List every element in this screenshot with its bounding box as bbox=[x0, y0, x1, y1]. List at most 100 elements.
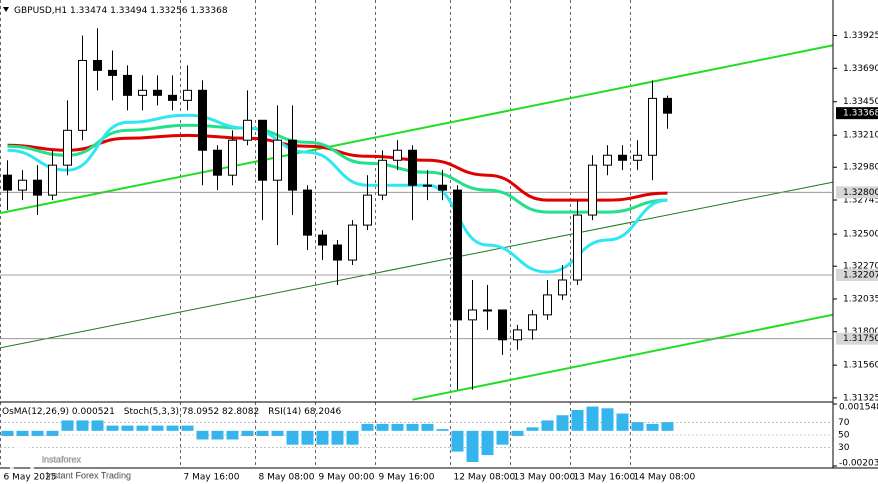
candle-body bbox=[633, 154, 642, 161]
x-tick-label: 6 May 2025 bbox=[4, 473, 57, 483]
candle-body bbox=[378, 159, 387, 196]
oscillator-bar bbox=[616, 413, 629, 431]
oscillator-bar bbox=[286, 430, 299, 445]
oscillator-bar bbox=[421, 423, 434, 431]
x-tick-label: 13 May 16:00 bbox=[574, 473, 636, 483]
oscillator-bar bbox=[541, 420, 554, 431]
y-tick-label: 1.33450 bbox=[843, 97, 878, 107]
candle-body bbox=[33, 179, 42, 196]
candle-body bbox=[63, 129, 72, 166]
rsi-label: RSI(14) 68.2046 bbox=[268, 407, 341, 417]
candle-body bbox=[408, 149, 417, 186]
candle-body bbox=[273, 139, 282, 181]
x-tick-label: 9 May 16:00 bbox=[379, 473, 435, 483]
candle-body bbox=[558, 279, 567, 296]
candle-body bbox=[543, 294, 552, 316]
level-label-box bbox=[836, 332, 878, 345]
candle-body bbox=[573, 214, 582, 281]
x-tick-label: 14 May 08:00 bbox=[634, 473, 696, 483]
watermark: instaforex Instant Forex Trading bbox=[7, 445, 131, 481]
oscillator-bar bbox=[1, 430, 14, 437]
x-tick-label: 12 May 08:00 bbox=[454, 473, 516, 483]
oscillator-bar bbox=[646, 423, 659, 431]
current-price-box bbox=[836, 107, 878, 120]
candle-body bbox=[453, 189, 462, 321]
candle-body bbox=[243, 119, 252, 141]
candle-body bbox=[258, 119, 267, 181]
oscillator-bar bbox=[166, 425, 179, 431]
candle-body bbox=[213, 149, 222, 176]
stoch-level-label: 30 bbox=[838, 443, 850, 453]
oscillator-bar bbox=[436, 429, 449, 431]
high: 1.33494 bbox=[110, 6, 147, 16]
candle-body bbox=[333, 244, 342, 261]
oscillator-bar bbox=[196, 430, 209, 440]
chart-title: GBPUSD,H1 1.33474 1.33494 1.33256 1.3336… bbox=[14, 6, 228, 16]
candle-body bbox=[288, 139, 297, 191]
oscillator-bar bbox=[631, 422, 644, 431]
candle-body bbox=[618, 154, 627, 161]
low: 1.33256 bbox=[150, 6, 187, 16]
oscillator-bar bbox=[661, 422, 674, 431]
current-price-label: 1.33368 bbox=[843, 109, 878, 119]
candle-body bbox=[663, 97, 672, 114]
oscillator-bar bbox=[466, 430, 479, 462]
level-label: 1.32207 bbox=[843, 270, 878, 280]
candle-body bbox=[348, 224, 357, 261]
oscillator-bar bbox=[346, 430, 359, 445]
oscillator-bar bbox=[586, 406, 599, 431]
oscillator-bar bbox=[496, 430, 509, 445]
candle-body bbox=[363, 194, 372, 226]
candle-body bbox=[438, 184, 447, 191]
y-tick-label: 1.31325 bbox=[843, 393, 878, 403]
oscillator-bar bbox=[391, 423, 404, 431]
oscillator-bar bbox=[91, 420, 104, 431]
y-tick-label: 1.32745 bbox=[843, 196, 878, 206]
trend-line bbox=[0, 44, 833, 215]
x-tick-label: 9 May 00:00 bbox=[319, 473, 375, 483]
oscillator-bar bbox=[16, 430, 29, 437]
oscillator-bar bbox=[511, 430, 524, 437]
oscillator-bar bbox=[331, 430, 344, 445]
oscillator-bar bbox=[61, 420, 74, 431]
trend-line bbox=[412, 313, 833, 401]
watermark-tagline: Instant Forex Trading bbox=[46, 470, 131, 480]
stoch-level-label: 70 bbox=[838, 418, 850, 428]
oscillator-bar bbox=[256, 430, 269, 437]
oscillator-bar bbox=[121, 425, 134, 431]
candle-body bbox=[228, 139, 237, 176]
candle-body bbox=[468, 309, 477, 321]
symbol: GBPUSD,H1 bbox=[14, 6, 67, 16]
candle-body bbox=[153, 89, 162, 96]
y-tick-label: 1.33925 bbox=[843, 31, 878, 41]
oscillator-bar bbox=[151, 425, 164, 431]
candle-body bbox=[93, 59, 102, 71]
y-tick-label: 1.32270 bbox=[843, 262, 878, 272]
open: 1.33474 bbox=[70, 6, 107, 16]
candle-body bbox=[528, 314, 537, 331]
oscillator-bar bbox=[361, 423, 374, 431]
candle-body bbox=[393, 149, 402, 161]
candle-body bbox=[483, 309, 492, 312]
moving-average bbox=[7, 133, 668, 202]
oscillator-bar bbox=[481, 430, 494, 456]
oscillator-bar bbox=[601, 408, 614, 431]
oscillator-bar bbox=[556, 415, 569, 431]
candle-body bbox=[108, 69, 117, 76]
candle-body bbox=[48, 164, 57, 196]
y-tick-label: 1.32035 bbox=[843, 294, 878, 304]
y-tick-label: 1.32500 bbox=[843, 230, 878, 240]
level-label: 1.32800 bbox=[843, 188, 878, 198]
candle-body bbox=[648, 97, 657, 156]
oscillator-header: OsMA(12,26,9) 0.000521 Stoch(5,3,3) 78.0… bbox=[2, 407, 342, 417]
x-tick-label: 7 May 16:00 bbox=[184, 473, 240, 483]
candle-body bbox=[78, 59, 87, 131]
osma-label: OsMA(12,26,9) 0.000521 bbox=[2, 407, 115, 417]
oscillator-bar bbox=[76, 420, 89, 431]
y-tick-label: 1.31800 bbox=[843, 327, 878, 337]
moving-average bbox=[7, 123, 668, 214]
candle-body bbox=[513, 329, 522, 341]
